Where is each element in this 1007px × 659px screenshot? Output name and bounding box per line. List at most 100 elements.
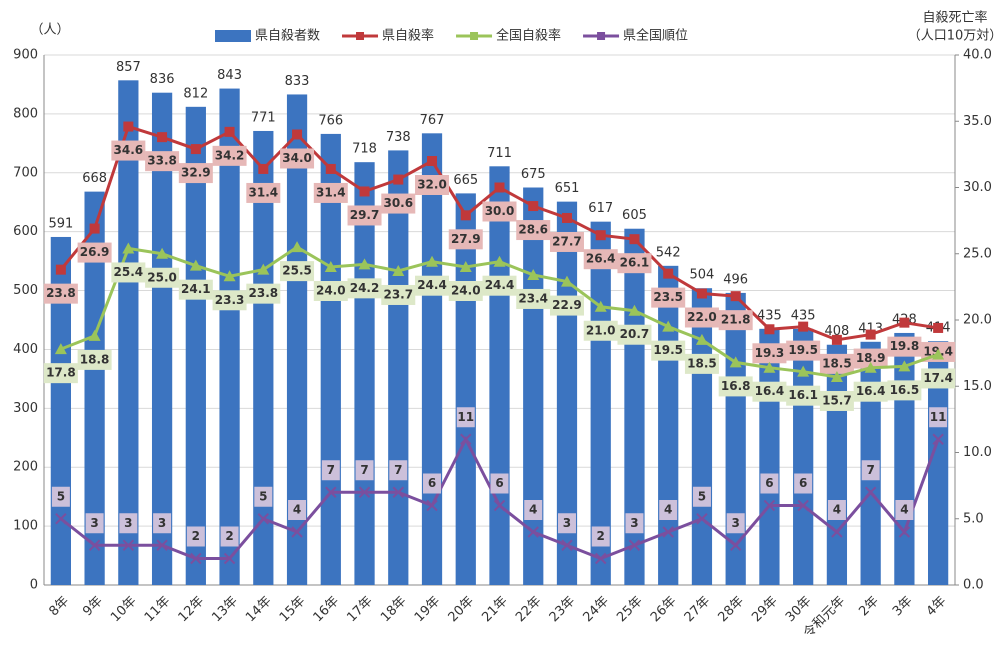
label-box bbox=[853, 348, 888, 369]
label-box bbox=[760, 473, 779, 494]
marker bbox=[427, 156, 438, 166]
marker bbox=[292, 129, 303, 140]
label-box bbox=[752, 381, 787, 402]
data-label: 32.0 bbox=[417, 178, 447, 192]
x-tick-label: 9年 bbox=[80, 594, 106, 620]
x-tick-label: 18年 bbox=[378, 594, 409, 625]
label-box bbox=[827, 500, 846, 520]
label-box bbox=[853, 381, 888, 402]
data-label: 16.4 bbox=[755, 384, 785, 398]
data-label: 24.0 bbox=[316, 284, 346, 298]
marker bbox=[459, 261, 472, 272]
label-box bbox=[524, 500, 543, 520]
data-label: 23.8 bbox=[46, 286, 76, 300]
y2-tick-label: 30.0 bbox=[963, 180, 992, 195]
data-label: 24.2 bbox=[350, 281, 380, 295]
label-box bbox=[355, 460, 374, 481]
bar-label: 408 bbox=[824, 324, 849, 339]
bar-label: 651 bbox=[555, 181, 580, 196]
marker bbox=[594, 300, 607, 312]
label-box bbox=[212, 290, 247, 311]
label-box bbox=[684, 307, 719, 328]
label-box bbox=[651, 340, 686, 361]
label-box bbox=[321, 460, 340, 481]
data-label: 17.4 bbox=[923, 371, 953, 385]
label-box bbox=[145, 267, 180, 288]
label-box bbox=[549, 231, 584, 252]
label-box bbox=[415, 275, 450, 296]
label-box bbox=[861, 460, 880, 481]
data-label: 15.7 bbox=[822, 393, 852, 407]
bar-label: 843 bbox=[217, 68, 242, 83]
x-tick-label: 26年 bbox=[648, 594, 679, 625]
label-box bbox=[43, 363, 78, 384]
marker bbox=[460, 210, 471, 221]
label-box bbox=[516, 220, 551, 241]
data-label: 24.0 bbox=[451, 284, 481, 298]
data-label: 18.5 bbox=[822, 356, 852, 370]
bar-label: 435 bbox=[791, 308, 816, 323]
marker bbox=[730, 291, 741, 302]
label-box bbox=[51, 486, 70, 507]
label-box bbox=[819, 353, 854, 374]
data-label: 16.5 bbox=[890, 383, 920, 397]
bar-label: 591 bbox=[48, 216, 73, 231]
label-box bbox=[718, 310, 753, 331]
marker bbox=[932, 433, 944, 445]
marker bbox=[291, 526, 303, 538]
bar-label: 668 bbox=[82, 171, 107, 186]
marker bbox=[291, 241, 304, 253]
label-box bbox=[43, 283, 78, 304]
marker bbox=[797, 365, 810, 377]
legend-label: 県全国順位 bbox=[623, 28, 688, 44]
y-tick-label: 100 bbox=[13, 519, 38, 534]
data-label: 34.0 bbox=[282, 151, 312, 165]
bar bbox=[185, 106, 206, 586]
y-tick-label: 200 bbox=[13, 460, 38, 475]
marker bbox=[122, 242, 135, 254]
bar bbox=[523, 187, 544, 585]
data-label: 5 bbox=[57, 489, 65, 503]
marker bbox=[460, 433, 472, 445]
marker bbox=[426, 499, 438, 512]
data-label: 24.4 bbox=[485, 278, 515, 292]
data-label: 29.7 bbox=[350, 208, 380, 222]
label-box bbox=[929, 407, 948, 428]
legend-label: 全国自殺率 bbox=[496, 28, 561, 44]
marker bbox=[662, 526, 674, 538]
marker bbox=[190, 144, 201, 155]
label-box bbox=[111, 140, 146, 161]
data-label: 4 bbox=[664, 503, 672, 517]
bar-label: 833 bbox=[285, 74, 310, 89]
bar bbox=[84, 191, 105, 585]
marker bbox=[325, 163, 336, 174]
data-label: 17.8 bbox=[46, 366, 76, 380]
x-tick-label: 13年 bbox=[209, 594, 240, 625]
data-label: 16.4 bbox=[856, 384, 886, 398]
marker bbox=[358, 486, 371, 498]
marker bbox=[55, 264, 66, 275]
x-tick-label: 27年 bbox=[682, 594, 713, 625]
bar-label: 738 bbox=[386, 130, 411, 145]
legend-marker bbox=[356, 32, 365, 40]
label-box bbox=[288, 500, 307, 520]
marker bbox=[695, 333, 708, 345]
bar-label: 617 bbox=[588, 201, 613, 216]
label-box bbox=[617, 324, 652, 345]
marker bbox=[157, 132, 168, 143]
label-box bbox=[212, 145, 247, 166]
bar bbox=[455, 193, 476, 585]
x-tick-label: 10年 bbox=[108, 594, 139, 625]
y2-tick-label: 15.0 bbox=[963, 379, 992, 394]
marker bbox=[393, 174, 404, 185]
marker bbox=[392, 264, 405, 276]
x-tick-label: 28年 bbox=[715, 594, 746, 625]
bar-label: 496 bbox=[723, 272, 748, 287]
data-label: 3 bbox=[90, 516, 98, 530]
legend-marker bbox=[597, 32, 606, 40]
data-label: 23.4 bbox=[518, 291, 548, 305]
label-box bbox=[887, 336, 922, 357]
marker bbox=[493, 499, 506, 512]
marker bbox=[156, 539, 168, 551]
marker bbox=[798, 321, 809, 332]
